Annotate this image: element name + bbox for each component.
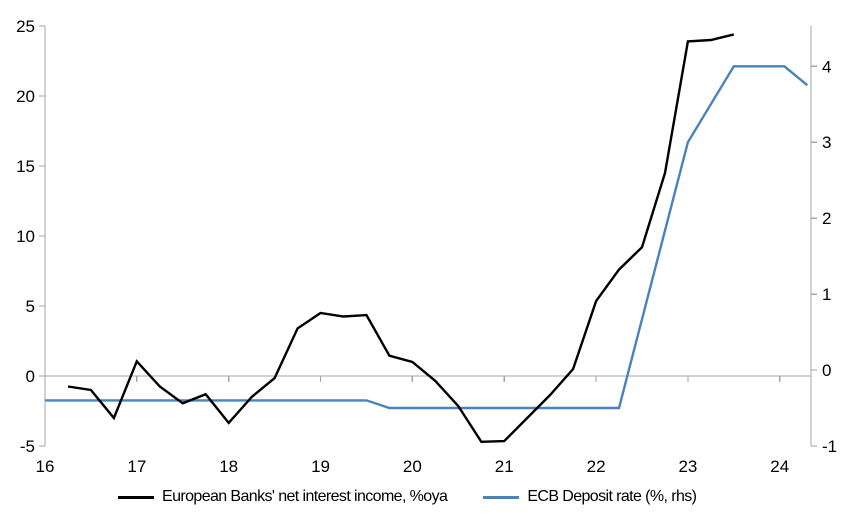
- x-axis-tick-label: 19: [311, 457, 330, 476]
- right-axis-tick-label: 0: [822, 361, 831, 380]
- x-axis-tick-label: 24: [770, 457, 789, 476]
- x-axis-tick-label: 20: [403, 457, 422, 476]
- x-axis-tick-label: 22: [587, 457, 606, 476]
- left-axis-tick-label: 20: [16, 87, 35, 106]
- left-axis-tick-label: -5: [20, 437, 35, 456]
- legend-item-deposit-rate: ECB Deposit rate (%, rhs): [483, 488, 697, 506]
- right-axis-tick-label: 4: [822, 57, 831, 76]
- legend-label-deposit-rate: ECB Deposit rate (%, rhs): [527, 488, 697, 505]
- x-axis-tick-label: 18: [219, 457, 238, 476]
- legend-label-nii: European Banks' net interest income, %oy…: [162, 488, 448, 505]
- left-axis-tick-label: 10: [16, 227, 35, 246]
- left-axis-tick-label: 5: [26, 297, 35, 316]
- x-axis-tick-label: 23: [678, 457, 697, 476]
- deposit-rate-line: [45, 65, 809, 410]
- right-axis-tick-label: 3: [822, 133, 831, 152]
- right-axis-tick-label: -1: [822, 437, 837, 456]
- x-axis-tick-label: 21: [495, 457, 514, 476]
- legend-item-nii: European Banks' net interest income, %oy…: [118, 488, 448, 506]
- right-axis-tick-label: 2: [822, 209, 831, 228]
- left-axis-tick-label: 25: [16, 17, 35, 36]
- x-axis-tick-label: 16: [36, 457, 55, 476]
- right-axis-tick-label: 1: [822, 285, 831, 304]
- x-axis-tick-label: 17: [127, 457, 146, 476]
- nii-line: [67, 33, 735, 444]
- left-axis-tick-label: 0: [26, 367, 35, 386]
- left-axis-tick-label: 15: [16, 157, 35, 176]
- deposit-rate-line-swatch: [483, 495, 520, 499]
- nii-line-swatch: [118, 495, 154, 499]
- legend: European Banks' net interest income, %oy…: [118, 488, 697, 506]
